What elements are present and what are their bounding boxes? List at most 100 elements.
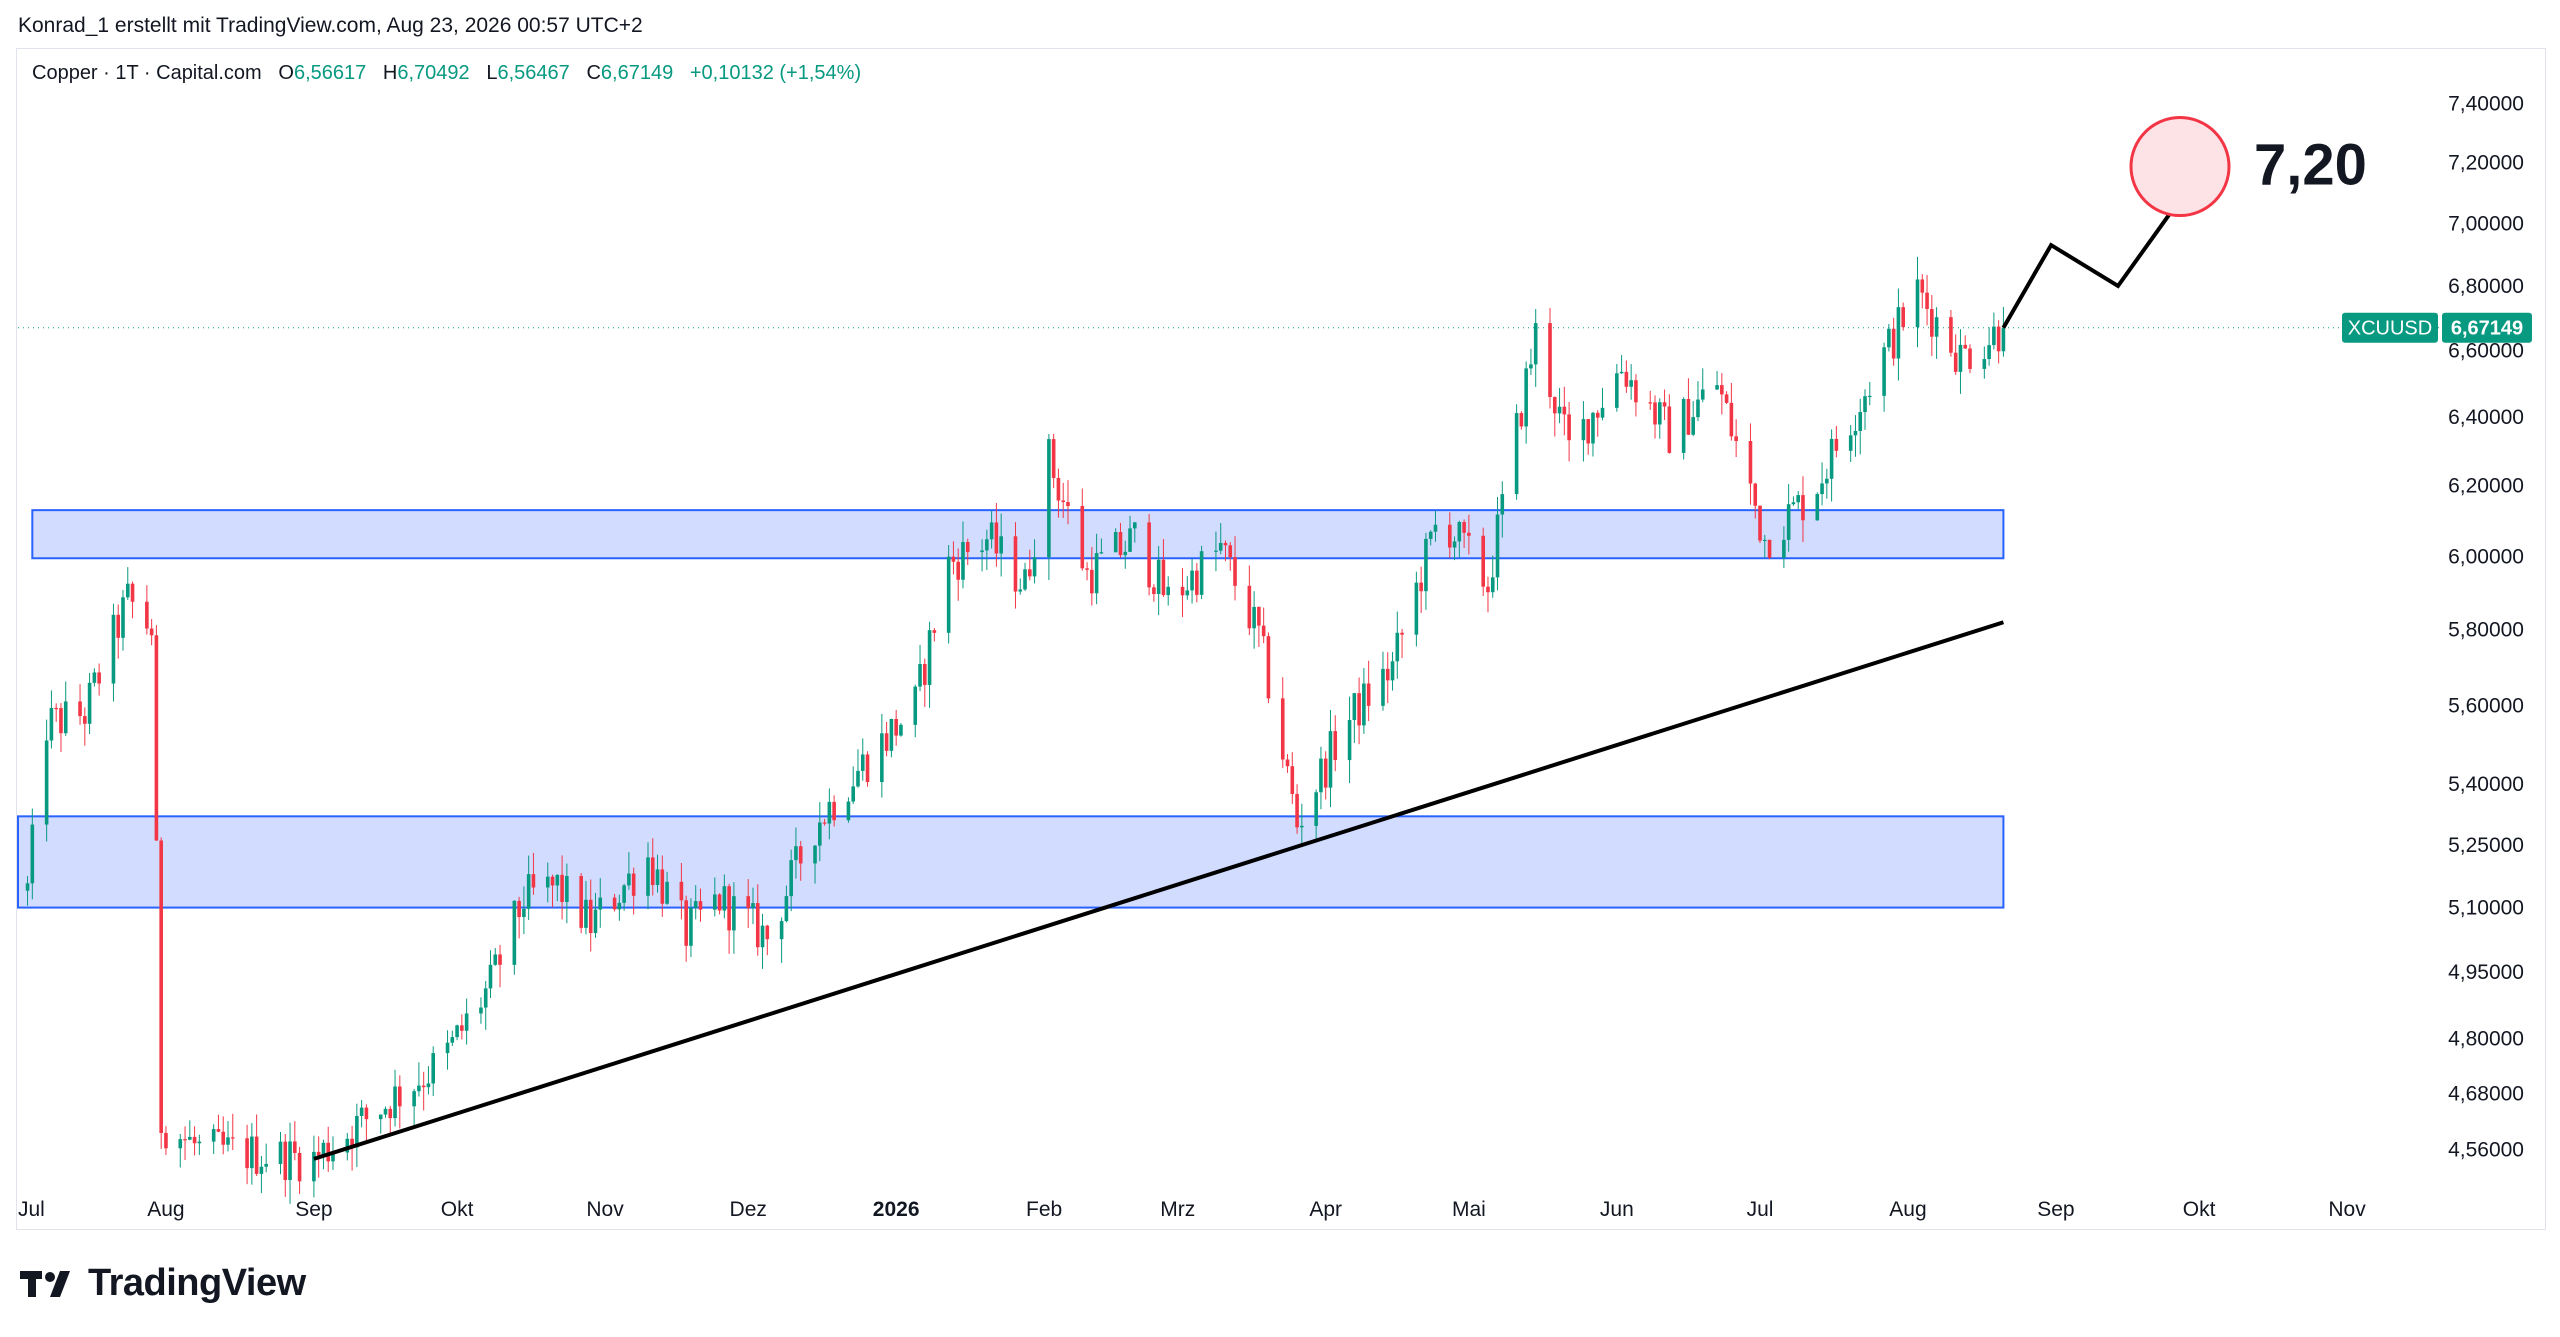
candle-body bbox=[584, 899, 588, 928]
candle-body bbox=[565, 875, 569, 903]
candle-body bbox=[650, 857, 655, 886]
candle-body bbox=[827, 801, 832, 824]
candle-body bbox=[717, 894, 722, 911]
candle-body bbox=[1801, 495, 1805, 521]
candle-body bbox=[1982, 359, 1987, 369]
last-price-tag-label: 6,67149 bbox=[2451, 318, 2523, 340]
x-axis-tick-label: Nov bbox=[2328, 1198, 2366, 1221]
projection-path[interactable] bbox=[2001, 191, 2187, 329]
candle-body bbox=[159, 840, 163, 1133]
candle-body bbox=[431, 1053, 436, 1084]
legend-low-key: L bbox=[486, 62, 498, 84]
candle-body bbox=[1615, 373, 1619, 408]
support-zone-rect[interactable] bbox=[17, 815, 2005, 909]
candle-body bbox=[684, 900, 688, 946]
candle-body bbox=[1557, 406, 1562, 414]
candle-body bbox=[1300, 825, 1304, 828]
candle-body bbox=[923, 664, 927, 685]
candle-body bbox=[794, 846, 798, 861]
candle-body bbox=[1347, 719, 1352, 761]
candle-body bbox=[1968, 348, 1972, 369]
candle-body bbox=[92, 672, 97, 683]
candle-body bbox=[164, 1132, 168, 1149]
candle-body bbox=[1362, 683, 1366, 726]
candle-body bbox=[1887, 328, 1891, 348]
candle-body bbox=[1199, 551, 1204, 595]
legend-open-value: 6,56617 bbox=[293, 62, 367, 84]
candle-body bbox=[1753, 483, 1758, 506]
y-axis-tick-label: 7,40000 bbox=[2448, 92, 2524, 115]
candle-body bbox=[1782, 539, 1786, 558]
candle-body bbox=[483, 988, 488, 1008]
candle-body bbox=[1214, 550, 1218, 552]
candle-body bbox=[393, 1086, 397, 1119]
candle-body bbox=[727, 886, 731, 931]
candle-body bbox=[1758, 505, 1762, 541]
candle-body bbox=[760, 925, 765, 948]
candle-body bbox=[832, 801, 836, 821]
candle-body bbox=[612, 897, 617, 910]
candle-body bbox=[1233, 557, 1237, 586]
candle-body bbox=[765, 925, 770, 940]
candle-body bbox=[1385, 668, 1390, 681]
candle-body bbox=[1586, 419, 1590, 444]
candle-body bbox=[54, 707, 58, 710]
target-circle-marker[interactable] bbox=[2129, 116, 2231, 218]
candle-body bbox=[1314, 792, 1318, 826]
candle-body bbox=[531, 874, 536, 888]
y-axis-tick-label: 5,25000 bbox=[2448, 834, 2524, 857]
candle-body bbox=[1662, 402, 1667, 407]
candle-body bbox=[689, 907, 693, 946]
candle-body bbox=[417, 1085, 421, 1092]
candle-body bbox=[364, 1107, 369, 1120]
candle-body bbox=[1223, 542, 1228, 546]
candle-body bbox=[522, 908, 526, 918]
candle-body bbox=[1514, 413, 1519, 495]
candle-body bbox=[1524, 368, 1528, 427]
candle-body bbox=[1581, 419, 1586, 441]
legend-low-value: 6,56467 bbox=[497, 62, 570, 84]
candle-body bbox=[1085, 568, 1089, 570]
candle-body bbox=[197, 1141, 202, 1144]
candle-body bbox=[1495, 514, 1500, 578]
candle-body bbox=[1815, 494, 1820, 521]
x-axis-tick-label: Nov bbox=[586, 1198, 624, 1221]
tradingview-logo-icon bbox=[20, 1270, 70, 1297]
candle-body bbox=[1414, 582, 1419, 635]
candle-body bbox=[1080, 506, 1085, 569]
candle-body bbox=[498, 954, 502, 965]
candle-body bbox=[660, 869, 665, 904]
candle-body bbox=[1796, 495, 1800, 503]
legend-high-key: H bbox=[382, 62, 398, 84]
candle-body bbox=[63, 701, 68, 734]
candle-body bbox=[59, 708, 63, 734]
candle-body bbox=[1381, 668, 1385, 706]
support-zone-rect[interactable] bbox=[31, 509, 2005, 560]
candle-body bbox=[1061, 500, 1066, 503]
candle-body bbox=[698, 901, 703, 910]
y-axis-tick-label: 6,00000 bbox=[2448, 545, 2524, 568]
candle-body bbox=[455, 1025, 459, 1038]
candle-body bbox=[211, 1129, 216, 1142]
candle-body bbox=[188, 1136, 192, 1140]
candle-body bbox=[254, 1136, 259, 1174]
candle-body bbox=[1734, 436, 1738, 442]
candle-body bbox=[1882, 347, 1886, 396]
candle-body bbox=[746, 896, 751, 909]
candle-body bbox=[913, 686, 918, 725]
y-axis-tick-label: 6,40000 bbox=[2448, 406, 2524, 429]
candle-body bbox=[116, 614, 121, 638]
candle-body bbox=[1161, 559, 1166, 596]
candle-body bbox=[627, 873, 631, 886]
candle-body bbox=[1834, 438, 1839, 451]
ascending-trendline[interactable] bbox=[313, 620, 2005, 1161]
candle-body bbox=[598, 897, 603, 910]
candle-body bbox=[1591, 412, 1595, 444]
candle-body bbox=[316, 1151, 321, 1156]
candle-body bbox=[927, 630, 932, 685]
candle-body bbox=[1094, 553, 1099, 594]
x-axis-tick-label: Apr bbox=[1309, 1198, 1342, 1221]
candle-body bbox=[1987, 345, 1991, 360]
candle-body bbox=[951, 556, 956, 562]
